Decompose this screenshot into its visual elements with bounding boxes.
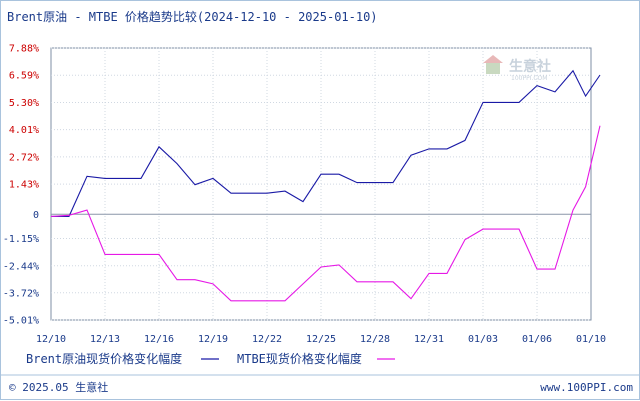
x-tick-label: 12/31 xyxy=(414,334,444,345)
series-layer xyxy=(50,69,601,302)
legend-item-brent-label: Brent原油现货价格变化幅度 xyxy=(26,351,182,366)
y-tick-label: 1.43% xyxy=(9,180,39,191)
series-line-mtbe xyxy=(50,125,601,302)
x-tick-label: 12/25 xyxy=(306,334,336,345)
y-tick-label: 7.88% xyxy=(9,44,39,55)
x-tick-label: 12/28 xyxy=(360,334,390,345)
y-tick-label: -1.15% xyxy=(3,234,39,245)
chart-title: Brent原油 - MTBE 价格趋势比较(2024-12-10 - 2025-… xyxy=(7,9,378,24)
grid-horizontal xyxy=(51,47,591,321)
y-tick-label: -5.01% xyxy=(3,316,39,327)
series-line-brent xyxy=(51,69,601,217)
x-tick-label: 12/10 xyxy=(36,334,66,345)
y-tick-label: -3.72% xyxy=(3,288,39,299)
x-tick-label: 01/03 xyxy=(468,334,498,345)
y-tick-label: 4.01% xyxy=(9,125,39,136)
x-tick-label: 01/06 xyxy=(522,334,552,345)
x-tick-label: 01/10 xyxy=(576,334,606,345)
y-tick-label: -2.44% xyxy=(3,261,39,272)
footer-url: www.100PPI.com xyxy=(540,381,633,394)
x-tick-label: 12/22 xyxy=(252,334,282,345)
x-axis-ticks: 12/10 12/13 12/16 12/19 12/22 12/25 12/28 12/31… xyxy=(36,334,606,345)
watermark-logo: 生意社 100PPI.COM xyxy=(483,55,551,82)
watermark-house-icon xyxy=(483,55,503,74)
watermark-text: 生意社 xyxy=(509,58,551,75)
y-tick-label: 6.59% xyxy=(9,71,39,82)
y-tick-label: 2.72% xyxy=(9,152,39,163)
x-tick-label: 12/19 xyxy=(198,334,228,345)
x-tick-label: 12/13 xyxy=(90,334,120,345)
grid-vertical xyxy=(104,48,538,320)
y-axis-ticks: 7.88% 6.59% 5.30% 4.01% 2.72% 1.43% 0 -1.15% -2.… xyxy=(3,44,39,327)
y-tick-label: 5.30% xyxy=(9,98,39,109)
legend-item-mtbe-label: MTBE现货价格变化幅度 xyxy=(237,351,362,366)
x-tick-label: 12/16 xyxy=(144,334,174,345)
watermark-subtext: 100PPI.COM xyxy=(511,75,547,82)
footer-copyright: © 2025.05 生意社 xyxy=(9,380,108,394)
legend: Brent原油现货价格变化幅度 MTBE现货价格变化幅度 xyxy=(26,351,395,366)
y-tick-label: 0 xyxy=(33,210,39,221)
